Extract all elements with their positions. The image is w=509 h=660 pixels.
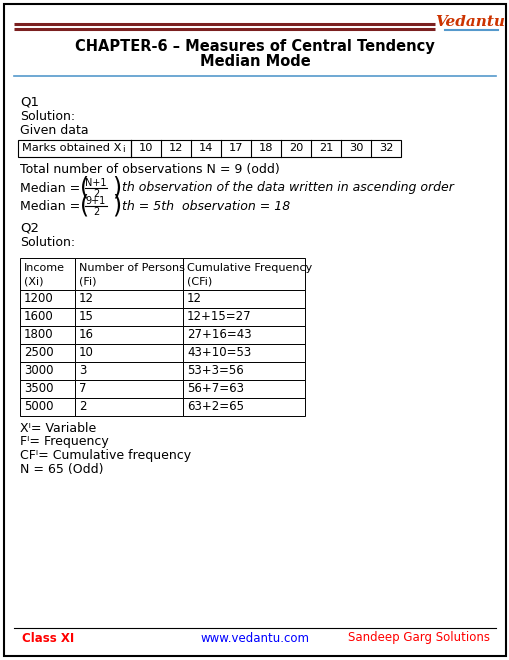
Text: www.vedantu.com: www.vedantu.com bbox=[200, 632, 309, 645]
Bar bbox=[183, 380, 304, 398]
Text: 3: 3 bbox=[79, 364, 86, 378]
Bar bbox=[183, 308, 304, 326]
Text: Solution:: Solution: bbox=[20, 110, 75, 123]
Text: 16: 16 bbox=[79, 329, 94, 341]
Text: 32: 32 bbox=[378, 143, 392, 153]
Bar bbox=[18, 139, 400, 156]
Bar bbox=[183, 362, 304, 380]
Bar bbox=[183, 326, 304, 344]
Bar bbox=[75, 344, 183, 362]
Text: 56+7=63: 56+7=63 bbox=[187, 383, 243, 395]
Bar bbox=[20, 398, 75, 416]
Text: Median =: Median = bbox=[20, 199, 84, 213]
Text: 12: 12 bbox=[79, 292, 94, 306]
Text: Median =: Median = bbox=[20, 182, 84, 195]
Text: 9+1: 9+1 bbox=[86, 195, 106, 205]
Text: 12+15=27: 12+15=27 bbox=[187, 310, 251, 323]
Text: i: i bbox=[122, 145, 124, 154]
Text: 63+2=65: 63+2=65 bbox=[187, 401, 243, 414]
Text: 2: 2 bbox=[93, 189, 99, 199]
Text: Sandeep Garg Solutions: Sandeep Garg Solutions bbox=[347, 632, 489, 645]
Text: th observation of the data written in ascending order: th observation of the data written in as… bbox=[118, 182, 453, 195]
Text: Fᴵ= Frequency: Fᴵ= Frequency bbox=[20, 436, 108, 449]
Bar bbox=[75, 326, 183, 344]
Text: Solution:: Solution: bbox=[20, 236, 75, 249]
Text: 53+3=56: 53+3=56 bbox=[187, 364, 243, 378]
Bar bbox=[20, 258, 75, 290]
Text: 27+16=43: 27+16=43 bbox=[187, 329, 251, 341]
Text: (Xi): (Xi) bbox=[24, 277, 43, 287]
Text: 2: 2 bbox=[93, 207, 99, 217]
Text: Income: Income bbox=[24, 263, 65, 273]
Text: N+1: N+1 bbox=[85, 178, 106, 187]
Text: 43+10=53: 43+10=53 bbox=[187, 346, 251, 360]
Text: Number of Persons: Number of Persons bbox=[79, 263, 185, 273]
Bar bbox=[183, 344, 304, 362]
Text: 15: 15 bbox=[79, 310, 94, 323]
Bar bbox=[20, 380, 75, 398]
Text: 1200: 1200 bbox=[24, 292, 53, 306]
Text: ): ) bbox=[112, 194, 121, 218]
Text: 3500: 3500 bbox=[24, 383, 53, 395]
Text: 1600: 1600 bbox=[24, 310, 53, 323]
Bar bbox=[75, 290, 183, 308]
Text: Marks obtained X: Marks obtained X bbox=[22, 143, 121, 153]
Bar bbox=[20, 308, 75, 326]
Text: 10: 10 bbox=[138, 143, 153, 153]
Text: CFᴵ= Cumulative frequency: CFᴵ= Cumulative frequency bbox=[20, 449, 191, 463]
Text: (: ( bbox=[80, 176, 89, 200]
Bar bbox=[75, 362, 183, 380]
Text: 10: 10 bbox=[79, 346, 94, 360]
Text: 2: 2 bbox=[79, 401, 87, 414]
Text: 5000: 5000 bbox=[24, 401, 53, 414]
Text: 2500: 2500 bbox=[24, 346, 53, 360]
Text: 20: 20 bbox=[288, 143, 302, 153]
Text: Given data: Given data bbox=[20, 123, 89, 137]
Text: 17: 17 bbox=[229, 143, 243, 153]
Bar bbox=[20, 344, 75, 362]
Text: 14: 14 bbox=[199, 143, 213, 153]
Text: 21: 21 bbox=[318, 143, 332, 153]
Bar bbox=[75, 380, 183, 398]
Bar bbox=[183, 290, 304, 308]
Text: 7: 7 bbox=[79, 383, 87, 395]
Text: CHAPTER-6 – Measures of Central Tendency: CHAPTER-6 – Measures of Central Tendency bbox=[75, 38, 434, 53]
Text: N = 65 (Odd): N = 65 (Odd) bbox=[20, 463, 103, 477]
Text: 3000: 3000 bbox=[24, 364, 53, 378]
Text: Class XI: Class XI bbox=[22, 632, 74, 645]
Circle shape bbox=[150, 245, 359, 455]
Text: Cumulative Frequency: Cumulative Frequency bbox=[187, 263, 312, 273]
Bar bbox=[183, 398, 304, 416]
Bar bbox=[75, 308, 183, 326]
Bar bbox=[20, 362, 75, 380]
Text: (Fi): (Fi) bbox=[79, 277, 96, 287]
Bar bbox=[75, 258, 183, 290]
Text: (CFi): (CFi) bbox=[187, 277, 212, 287]
Text: Q2: Q2 bbox=[20, 222, 39, 234]
Text: 1800: 1800 bbox=[24, 329, 53, 341]
Text: Total number of observations N = 9 (odd): Total number of observations N = 9 (odd) bbox=[20, 164, 279, 176]
Text: Xᴵ= Variable: Xᴵ= Variable bbox=[20, 422, 96, 434]
Text: Vedantu: Vedantu bbox=[434, 15, 504, 29]
Text: Q1: Q1 bbox=[20, 96, 39, 108]
Text: 18: 18 bbox=[258, 143, 273, 153]
Text: th = 5th  observation = 18: th = 5th observation = 18 bbox=[118, 199, 290, 213]
Text: 12: 12 bbox=[187, 292, 202, 306]
Bar bbox=[183, 258, 304, 290]
Text: 12: 12 bbox=[168, 143, 183, 153]
Text: (: ( bbox=[80, 194, 89, 218]
Text: ): ) bbox=[112, 176, 121, 200]
Bar bbox=[75, 398, 183, 416]
Bar bbox=[20, 326, 75, 344]
Text: 30: 30 bbox=[348, 143, 362, 153]
Text: Median Mode: Median Mode bbox=[199, 55, 310, 69]
Bar bbox=[20, 290, 75, 308]
